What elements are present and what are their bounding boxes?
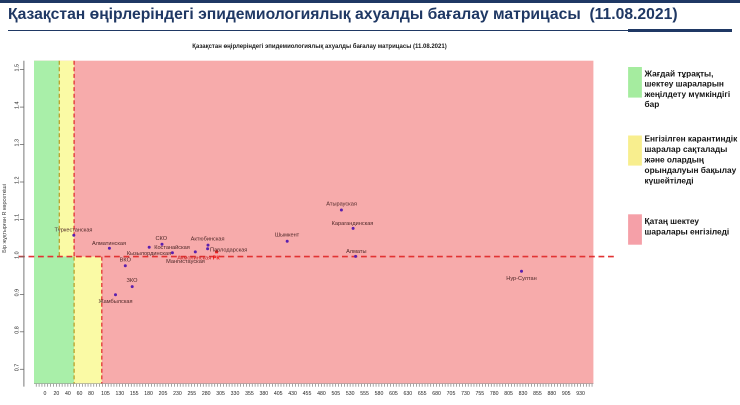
- svg-text:Жамбылская: Жамбылская: [98, 299, 132, 305]
- svg-text:1.4: 1.4: [14, 102, 20, 110]
- svg-text:880: 880: [547, 391, 556, 397]
- svg-text:Шымкент: Шымкент: [275, 233, 300, 239]
- svg-text:855: 855: [533, 391, 542, 397]
- svg-text:530: 530: [346, 391, 355, 397]
- svg-text:Атырауская: Атырауская: [326, 201, 357, 207]
- svg-text:230: 230: [173, 391, 182, 397]
- svg-text:Бір жұқтырған R көрсеткіші: Бір жұқтырған R көрсеткіші: [2, 184, 8, 253]
- svg-text:Павлодарская: Павлодарская: [210, 247, 247, 253]
- svg-text:405: 405: [274, 391, 283, 397]
- svg-text:Енгізілген карантиндік: Енгізілген карантиндік: [645, 134, 739, 144]
- svg-text:Түркестанская: Түркестанская: [55, 227, 93, 233]
- svg-text:105: 105: [101, 391, 110, 397]
- svg-text:505: 505: [331, 391, 340, 397]
- svg-text:80: 80: [88, 391, 94, 397]
- svg-text:СКО: СКО: [156, 236, 168, 242]
- svg-text:шектеу шараларын: шектеу шараларын: [645, 79, 724, 89]
- svg-text:1.3: 1.3: [14, 139, 20, 147]
- svg-text:0.7: 0.7: [14, 364, 20, 372]
- svg-text:780: 780: [490, 391, 499, 397]
- svg-text:Қатаң шектеу: Қатаң шектеу: [645, 216, 700, 226]
- svg-text:605: 605: [389, 391, 398, 397]
- svg-text:380: 380: [259, 391, 268, 397]
- svg-text:күшейтіледі: күшейтіледі: [645, 176, 694, 186]
- svg-text:730: 730: [461, 391, 470, 397]
- svg-text:1.1: 1.1: [14, 214, 20, 222]
- svg-text:Актюбинская: Актюбинская: [191, 237, 225, 243]
- svg-text:1.5: 1.5: [14, 64, 20, 72]
- svg-text:60: 60: [77, 391, 83, 397]
- svg-text:1.0: 1.0: [14, 251, 20, 259]
- svg-text:Нур-Султан: Нур-Султан: [506, 276, 536, 282]
- svg-text:40: 40: [65, 391, 71, 397]
- svg-text:Костанайская: Костанайская: [154, 244, 190, 251]
- svg-text:ВКО: ВКО: [120, 258, 132, 264]
- svg-text:355: 355: [245, 391, 254, 397]
- svg-text:РК: РК: [213, 256, 221, 262]
- svg-text:Карагандинская: Карагандинская: [332, 221, 374, 227]
- svg-text:580: 580: [375, 391, 384, 397]
- svg-text:Жағдай тұрақты,: Жағдай тұрақты,: [644, 69, 714, 79]
- svg-text:755: 755: [475, 391, 484, 397]
- svg-text:1.2: 1.2: [14, 176, 20, 184]
- svg-text:Акмолинская: Акмолинская: [177, 256, 211, 262]
- svg-text:Алматинская: Алматинская: [92, 241, 126, 247]
- svg-text:830: 830: [519, 391, 528, 397]
- svg-text:Мангистауская: Мангистауская: [166, 259, 205, 265]
- svg-text:680: 680: [432, 391, 441, 397]
- svg-text:430: 430: [288, 391, 297, 397]
- svg-text:630: 630: [403, 391, 412, 397]
- svg-text:930: 930: [576, 391, 585, 397]
- svg-text:орындалуын бақылау: орындалуын бақылау: [645, 165, 737, 175]
- svg-text:0.8: 0.8: [14, 326, 20, 334]
- svg-text:455: 455: [303, 391, 312, 397]
- svg-text:805: 805: [504, 391, 513, 397]
- svg-text:және олардың: және олардың: [644, 155, 704, 165]
- svg-text:0.9: 0.9: [14, 289, 20, 297]
- svg-text:180: 180: [144, 391, 153, 397]
- svg-text:Алматы: Алматы: [346, 249, 366, 255]
- svg-text:555: 555: [360, 391, 369, 397]
- svg-text:480: 480: [317, 391, 326, 397]
- svg-text:бар: бар: [645, 99, 660, 109]
- svg-text:655: 655: [418, 391, 427, 397]
- svg-text:155: 155: [130, 391, 139, 397]
- svg-text:шаралары енгізіледі: шаралары енгізіледі: [645, 227, 730, 237]
- svg-text:шаралар сақталады: шаралар сақталады: [645, 144, 728, 154]
- svg-text:Кызылординская: Кызылординская: [127, 251, 171, 257]
- svg-text:жеңілдету мүмкіндігі: жеңілдету мүмкіндігі: [644, 89, 731, 99]
- svg-text:255: 255: [187, 391, 196, 397]
- svg-text:ЗКО: ЗКО: [127, 278, 139, 284]
- svg-text:Қазақстан өңірлеріндегі эпидем: Қазақстан өңірлеріндегі эпидемиологиялық…: [192, 43, 446, 50]
- svg-text:305: 305: [216, 391, 225, 397]
- svg-text:205: 205: [159, 391, 168, 397]
- svg-text:20: 20: [54, 391, 60, 397]
- svg-text:280: 280: [202, 391, 211, 397]
- svg-text:0: 0: [43, 391, 46, 397]
- svg-text:905: 905: [562, 391, 571, 397]
- svg-text:130: 130: [115, 391, 124, 397]
- svg-text:705: 705: [447, 391, 456, 397]
- svg-text:330: 330: [231, 391, 240, 397]
